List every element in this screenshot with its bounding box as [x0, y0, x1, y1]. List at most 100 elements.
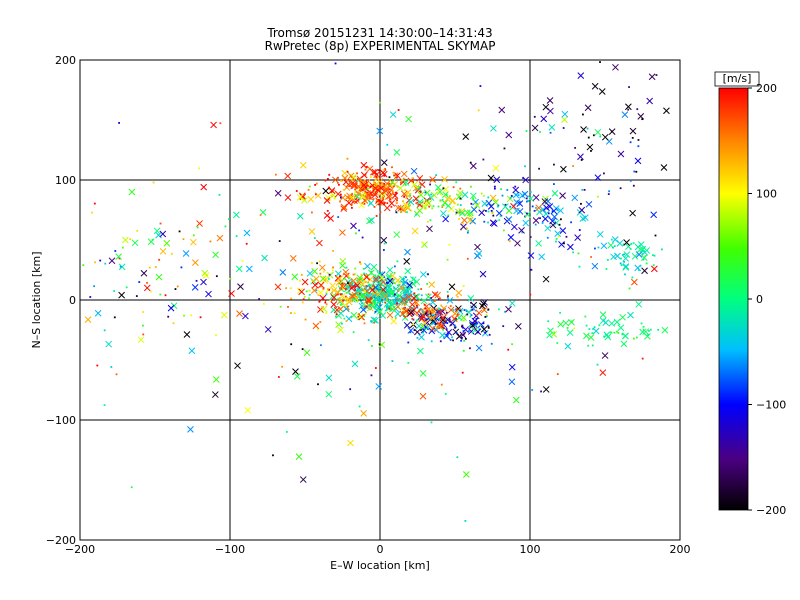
- data-point-dot: [531, 389, 534, 391]
- data-point-dot: [459, 204, 462, 206]
- data-point-dot: [649, 328, 652, 331]
- data-point-dot: [407, 290, 409, 293]
- data-point-dot: [325, 303, 328, 306]
- data-point-cross: [444, 316, 451, 324]
- data-point-cross: [640, 254, 648, 261]
- data-point-dot: [354, 188, 356, 191]
- data-point-cross: [650, 265, 658, 273]
- data-point-cross: [163, 239, 171, 247]
- data-point-dot: [557, 235, 560, 238]
- data-point-dot: [616, 330, 618, 333]
- data-point-dot: [367, 339, 370, 342]
- data-point-dot: [299, 279, 301, 282]
- data-point-cross: [522, 176, 530, 184]
- data-point-dot: [502, 325, 505, 328]
- data-point-dot: [455, 318, 457, 320]
- data-point-dot: [329, 299, 332, 302]
- data-point-cross: [182, 250, 190, 257]
- data-point-dot: [457, 203, 459, 206]
- data-point-cross: [350, 182, 358, 190]
- data-point-dot: [362, 267, 365, 270]
- data-point-cross: [495, 209, 503, 217]
- data-point-dot: [327, 198, 330, 201]
- data-point-cross: [438, 322, 446, 330]
- data-point-cross: [574, 234, 581, 241]
- data-point-dot: [331, 291, 333, 294]
- data-point-dot: [314, 193, 317, 196]
- data-point-dot: [330, 299, 333, 302]
- data-point-dot: [442, 328, 444, 331]
- data-point-dot: [363, 303, 366, 305]
- data-point-cross: [118, 263, 126, 271]
- data-point-dot: [403, 293, 406, 296]
- data-point-dot: [448, 243, 451, 246]
- data-point-cross: [289, 255, 297, 262]
- data-point-dot: [475, 323, 478, 326]
- data-point-dot: [438, 189, 441, 191]
- data-point-dot: [479, 324, 482, 327]
- chart-title-line1: Tromsø 20151231 14:30:00–14:31:43: [266, 26, 492, 40]
- data-point-dot: [454, 326, 456, 329]
- data-point-dot: [469, 161, 472, 164]
- data-point-cross: [350, 173, 358, 181]
- data-point-dot: [620, 257, 622, 260]
- data-point-dot: [366, 285, 369, 288]
- data-point-dot: [499, 215, 502, 217]
- data-point-cross: [419, 370, 427, 377]
- data-point-dot: [192, 234, 195, 237]
- data-point-dot: [346, 157, 349, 160]
- data-point-cross: [646, 97, 654, 105]
- data-point-dot: [452, 339, 454, 342]
- data-point-cross: [492, 164, 500, 172]
- data-point-dot: [372, 198, 375, 200]
- data-point-cross: [159, 230, 167, 238]
- data-point-cross: [400, 170, 408, 178]
- data-point-cross: [514, 239, 521, 247]
- data-point-cross: [462, 471, 470, 478]
- data-point-dot: [397, 298, 399, 301]
- data-point-cross: [429, 314, 437, 322]
- data-point-dot: [113, 290, 116, 292]
- data-point-dot: [465, 227, 468, 230]
- data-point-cross: [296, 212, 304, 220]
- axis-ticks: −200 −100 0 100 200 −200 −100 0 100 200: [46, 54, 691, 556]
- data-point-cross: [622, 263, 630, 270]
- data-point-dot: [590, 150, 592, 152]
- data-point-dot: [484, 331, 487, 334]
- data-point-cross: [475, 250, 483, 257]
- data-point-cross: [404, 192, 412, 200]
- data-point-dot: [446, 258, 449, 261]
- data-point-dot: [525, 197, 528, 200]
- data-point-dot: [429, 311, 432, 313]
- data-point-dot: [346, 170, 349, 173]
- data-point-dot: [462, 222, 465, 225]
- data-point-cross: [396, 184, 404, 192]
- data-point-cross: [236, 310, 243, 317]
- data-point-dot: [388, 176, 391, 179]
- data-point-dot: [339, 196, 342, 199]
- data-point-cross: [261, 254, 268, 262]
- data-point-dot: [409, 287, 411, 290]
- data-point-dot: [347, 275, 350, 278]
- data-point-dot: [380, 293, 383, 296]
- data-point-cross: [548, 124, 556, 131]
- data-point-dot: [351, 285, 354, 288]
- data-point-dot: [414, 301, 417, 304]
- data-point-cross: [661, 326, 669, 334]
- data-point-dot: [377, 281, 380, 284]
- data-point-dot: [599, 135, 602, 138]
- data-point-dot: [617, 332, 620, 334]
- data-point-dot: [469, 347, 471, 350]
- data-point-dot: [391, 190, 394, 192]
- data-point-cross: [513, 199, 521, 206]
- colorbar-tick-label: −200: [756, 504, 786, 517]
- data-point-cross: [330, 301, 338, 308]
- data-point-dot: [178, 230, 181, 233]
- data-point-dot: [369, 308, 372, 311]
- data-point-dot: [471, 308, 474, 311]
- data-point-dot: [382, 201, 385, 204]
- data-point-dot: [445, 313, 448, 316]
- data-point-dot: [610, 331, 613, 334]
- data-point-dot: [402, 277, 405, 280]
- data-point-cross: [211, 391, 219, 398]
